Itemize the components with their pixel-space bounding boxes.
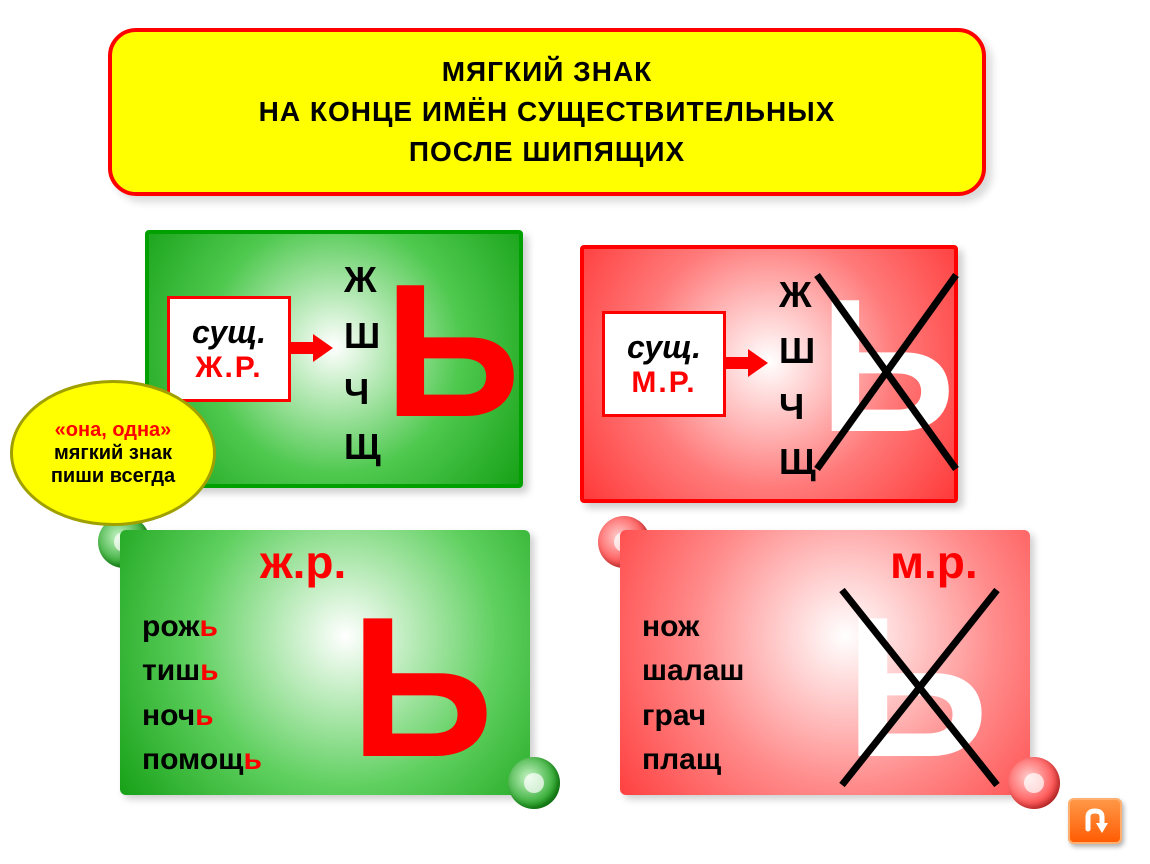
feminine-examples: рожь тишь ночь помощь <box>142 605 262 783</box>
example-word: шалаш <box>642 649 744 693</box>
title-box: МЯГКИЙ ЗНАК НА КОНЦЕ ИМЁН СУЩЕСТВИТЕЛЬНЫ… <box>108 28 986 196</box>
scroll-curl-icon <box>1008 757 1060 809</box>
mini-gender-label: М.Р. <box>631 366 696 400</box>
sibilant-letter: Ч <box>344 364 381 420</box>
hint-ellipse: «она, одна» мягкий знак пиши всегда <box>10 380 216 526</box>
title-line-1: МЯГКИЙ ЗНАК <box>442 56 653 88</box>
back-button[interactable] <box>1068 798 1122 844</box>
soft-sign-fem-big: Ь <box>350 588 494 788</box>
title-line-2: НА КОНЦЕ ИМЁН СУЩЕСТВИТЕЛЬНЫХ <box>259 96 836 128</box>
cross-out-icon <box>832 580 1007 795</box>
feminine-mini-box: сущ. Ж.Р. <box>167 296 291 402</box>
example-word: рожь <box>142 605 262 649</box>
title-line-3: ПОСЛЕ ШИПЯЩИХ <box>409 136 685 168</box>
sibilant-letter: Щ <box>344 419 381 475</box>
masculine-examples: нож шалаш грач плащ <box>642 605 744 783</box>
example-word: тишь <box>142 649 262 693</box>
example-word: нож <box>642 605 744 649</box>
arrow-icon <box>287 334 337 362</box>
scroll-curl-icon <box>508 757 560 809</box>
feminine-examples-scroll: ж.р. рожь тишь ночь помощь Ь <box>80 510 560 815</box>
example-word: плащ <box>642 738 744 782</box>
masculine-rule-card: сущ. М.Р. Ж Ш Ч Щ Ь <box>580 245 958 503</box>
sibilant-letter: Ш <box>344 308 381 364</box>
example-word: грач <box>642 694 744 738</box>
soft-sign-fem: Ь <box>384 256 521 446</box>
feminine-header: ж.р. <box>260 535 346 589</box>
u-turn-arrow-icon <box>1078 807 1112 835</box>
mini-noun-label: сущ. <box>627 329 701 366</box>
sibilant-letter: Ж <box>344 252 381 308</box>
masculine-examples-scroll: м.р. нож шалаш грач плащ Ь <box>580 510 1060 815</box>
example-word: помощь <box>142 738 262 782</box>
hint-top: «она, одна» <box>55 419 172 442</box>
example-word: ночь <box>142 694 262 738</box>
cross-out-icon <box>809 267 964 477</box>
mini-noun-label: сущ. <box>192 314 266 351</box>
masculine-mini-box: сущ. М.Р. <box>602 311 726 417</box>
hint-bot: пиши всегда <box>51 465 175 488</box>
hint-mid: мягкий знак <box>54 442 172 465</box>
arrow-icon <box>722 349 772 377</box>
sibilant-letters-fem: Ж Ш Ч Щ <box>344 252 381 475</box>
mini-gender-label: Ж.Р. <box>195 351 262 385</box>
